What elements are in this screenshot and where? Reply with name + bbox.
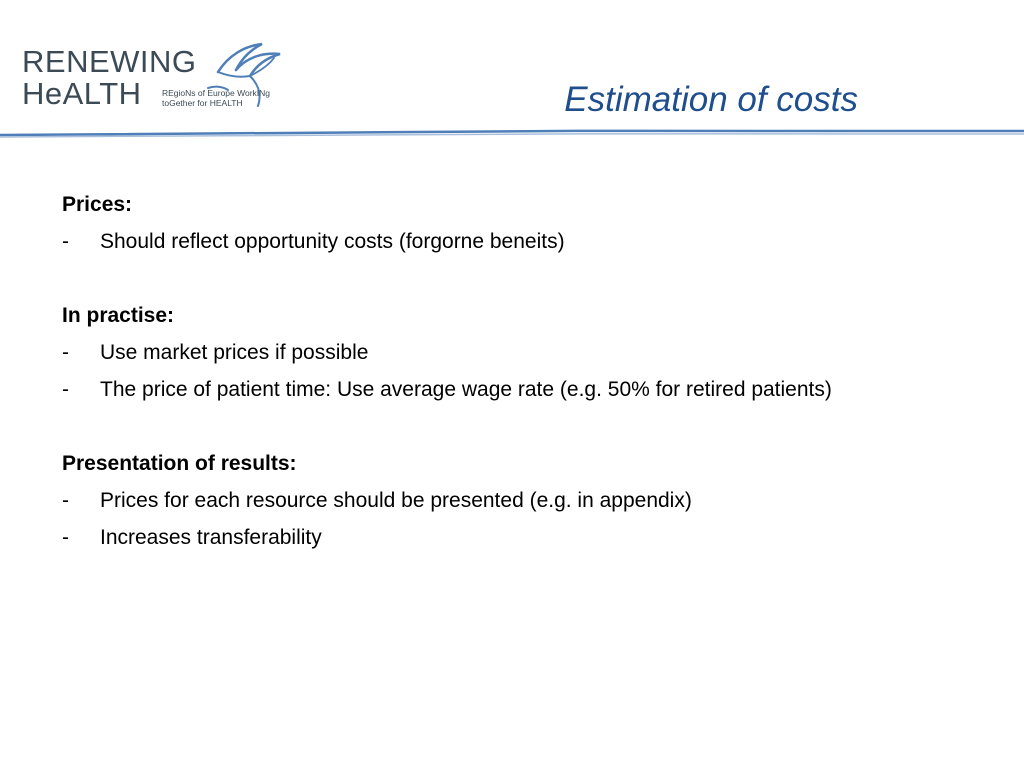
- bullet-marker: -: [62, 230, 69, 253]
- logo-tagline-line-2: toGether for HEALTH: [162, 98, 243, 108]
- logo-tagline: REgioNs of Europe WorkINg toGether for H…: [162, 88, 270, 108]
- bullet-marker: -: [62, 489, 69, 512]
- section-in-practise: In practise: - Use market prices if poss…: [62, 297, 1012, 408]
- bullet-marker: -: [62, 341, 69, 364]
- list-item: - The price of patient time: Use average…: [62, 371, 1012, 408]
- bird-icon: [207, 42, 281, 107]
- list-item: - Should reflect opportunity costs (forg…: [62, 223, 1012, 260]
- section-heading: Presentation of results:: [62, 452, 297, 475]
- section-heading: Prices:: [62, 193, 133, 216]
- bullet-marker: -: [62, 378, 69, 401]
- slide-body: Prices: - Should reflect opportunity cos…: [62, 186, 1012, 593]
- section-presentation-of-results: Presentation of results: - Prices for ea…: [62, 445, 1012, 556]
- list-item-text: Use market prices if possible: [100, 341, 369, 364]
- list-item-text: Prices for each resource should be prese…: [100, 489, 692, 512]
- logo-tagline-line-1: REgioNs of Europe WorkINg: [162, 88, 271, 98]
- list-item: - Use market prices if possible: [62, 334, 1012, 371]
- list-item: - Increases transferability: [62, 519, 1012, 556]
- list-item-text: Should reflect opportunity costs (forgor…: [100, 230, 565, 253]
- list-item-text: The price of patient time: Use average w…: [100, 378, 832, 401]
- title-divider: [0, 129, 1024, 138]
- section-prices: Prices: - Should reflect opportunity cos…: [62, 186, 1012, 260]
- section-heading: In practise:: [62, 304, 175, 327]
- slide-title: Estimation of costs: [564, 80, 858, 119]
- list-item: - Prices for each resource should be pre…: [62, 482, 1012, 519]
- logo-wordmark-health: HeALTH: [22, 76, 142, 111]
- renewing-health-logo: RENEWING HeALTH REgioNs of Europe WorkIN…: [22, 36, 292, 116]
- logo-wordmark-renewing: RENEWING: [22, 44, 197, 79]
- bullet-marker: -: [62, 526, 69, 549]
- list-item-text: Increases transferability: [100, 526, 322, 549]
